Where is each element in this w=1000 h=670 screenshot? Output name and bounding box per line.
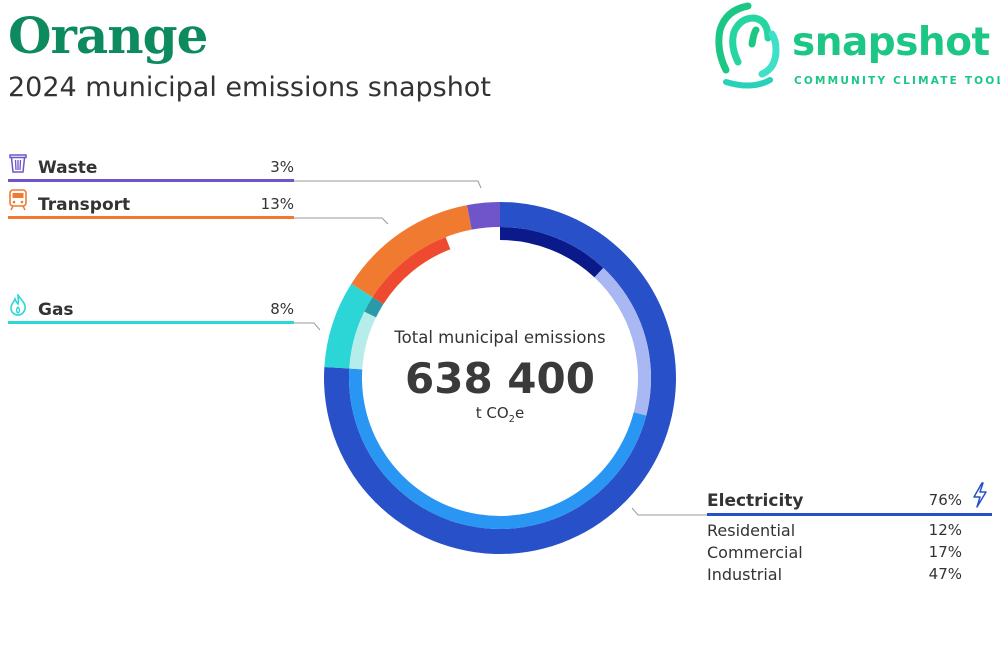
train-icon	[9, 189, 27, 211]
slice-waste	[467, 202, 500, 230]
legend-gas: Gas 8%	[8, 294, 294, 324]
leader-gas	[294, 322, 321, 331]
inner-slice-transport	[372, 237, 451, 305]
brand-name: snapshot	[792, 20, 990, 65]
legend-value: 8%	[270, 300, 294, 318]
legend-electricity: Electricity 76% Residential 12% Commerci…	[707, 482, 992, 584]
legend-bar	[707, 513, 992, 516]
inner-slice-residential	[500, 227, 604, 278]
inner-ring	[349, 227, 652, 529]
lightning-icon	[973, 482, 987, 508]
page-subtitle: 2024 municipal emissions snapshot	[8, 72, 491, 103]
legend-bar	[8, 179, 294, 182]
center-unit: t CO2e	[475, 404, 525, 425]
center-label: Total municipal emissions	[394, 328, 606, 347]
breakdown-row: Industrial 47%	[707, 565, 962, 584]
legend-waste: Waste 3%	[8, 152, 294, 182]
legend-bar	[8, 321, 294, 324]
legend-bar	[8, 216, 294, 219]
inner-slice-gas-b	[364, 297, 384, 318]
center-total-value: 638 400	[405, 354, 595, 403]
legend-label: Waste	[38, 158, 98, 178]
legend-value: 76%	[928, 491, 962, 509]
flame-icon	[10, 294, 26, 316]
breakdown-row: Commercial 17%	[707, 543, 962, 562]
inner-slice-commercial	[594, 267, 652, 416]
legend-transport: Transport 13%	[8, 189, 294, 219]
leader-waste	[294, 180, 482, 189]
legend-label: Transport	[38, 195, 131, 215]
brand-tagline: COMMUNITY CLIMATE TOOL	[794, 75, 1000, 87]
snapshot-logo-icon	[715, 2, 780, 89]
outer-ring	[323, 202, 676, 555]
legend-value: 13%	[260, 195, 294, 213]
legend-label: Gas	[38, 300, 74, 320]
slice-gas	[324, 283, 373, 369]
trash-icon	[9, 154, 27, 173]
legend-value: 3%	[270, 158, 294, 176]
page-title: Orange	[8, 6, 208, 65]
breakdown-row: Residential 12%	[707, 521, 962, 540]
brand-logo: snapshot COMMUNITY CLIMATE TOOL	[712, 0, 1000, 92]
legend-label: Electricity	[707, 491, 804, 511]
leader-lines	[294, 180, 707, 516]
leader-transport	[294, 217, 389, 225]
inner-slice-gas-a	[349, 311, 377, 370]
leader-electricity	[631, 507, 707, 516]
slice-transport	[351, 205, 472, 298]
